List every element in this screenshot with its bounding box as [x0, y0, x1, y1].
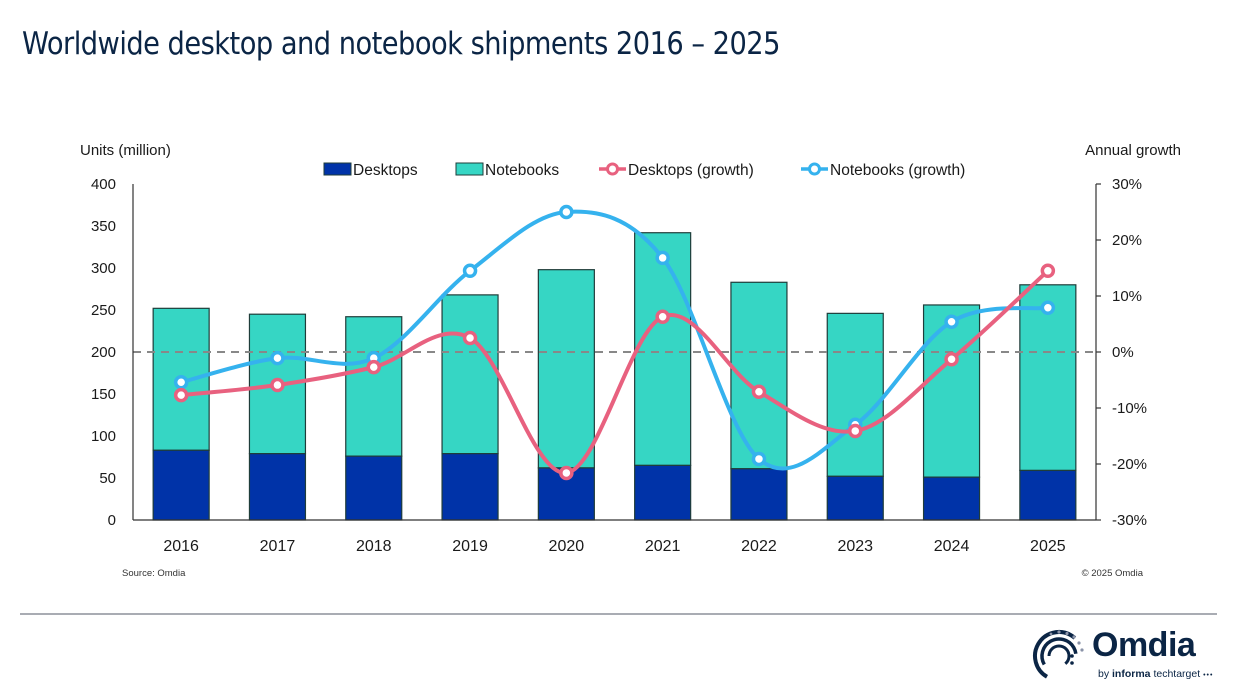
logo-tagline-techtarget: techtarget: [1150, 668, 1201, 680]
bar-desktops-2025: [1019, 469, 1077, 521]
x-tick-2017: 2017: [260, 538, 296, 555]
bar-desktops-2022: [730, 468, 788, 521]
point-desktops-growth-2018: [366, 359, 381, 375]
chart: Units (million) Annual growth Desktops N…: [80, 142, 1181, 579]
legend-label-desktops-growth: Desktops (growth): [628, 162, 754, 179]
logo-tagline-dots: •••: [1203, 672, 1214, 679]
x-axis-labels: 2016 2017 2018 2019 2020 2021 2022 2023 2024 2025: [163, 538, 1065, 555]
point-notebooks-growth-2022: [751, 451, 767, 467]
bar-notebooks-2023: [826, 312, 884, 477]
bar-group: [152, 232, 1077, 521]
y-tick-left-300: 300: [91, 260, 116, 277]
bar-notebooks-2020: [537, 269, 595, 469]
x-tick-2023: 2023: [837, 538, 873, 555]
y-tick-right--30: -30%: [1112, 512, 1147, 529]
bar-desktops-2018: [345, 455, 403, 521]
y-axis-right-title: Annual growth: [1085, 142, 1181, 159]
point-desktops-growth-2023: [848, 423, 863, 439]
y-tick-right-0: 0%: [1112, 344, 1134, 361]
legend-label-notebooks: Notebooks: [485, 162, 559, 179]
y-tick-right-30: 30%: [1112, 176, 1142, 193]
point-desktops-growth-2016: [173, 387, 189, 403]
x-tick-2024: 2024: [934, 538, 970, 555]
bar-notebooks-2024: [922, 304, 981, 478]
y-tick-left-50: 50: [99, 470, 116, 487]
bar-notebooks-2022: [730, 281, 788, 470]
copyright-note: © 2025 Omdia: [1082, 568, 1144, 579]
point-desktops-growth-2024: [944, 352, 959, 367]
bar-desktops-2016: [152, 449, 210, 521]
legend-label-notebooks-growth: Notebooks (growth): [830, 162, 965, 179]
point-notebooks-growth-2020: [559, 204, 574, 220]
y-tick-right-10: 10%: [1112, 288, 1142, 305]
bar-desktops-2023: [826, 475, 884, 521]
legend-dot-desktops-growth: [606, 162, 619, 176]
legend-label-desktops: Desktops: [353, 162, 418, 179]
legend: Desktops Notebooks Desktops (growth) Not…: [323, 162, 965, 179]
bar-desktops-2017: [248, 453, 307, 521]
axes: 0 50 100 150 200 250 300 350 400 -30% -20% -10% 0% 10…: [91, 176, 1147, 529]
bar-notebooks-2025: [1019, 284, 1077, 472]
x-tick-2021: 2021: [645, 538, 681, 555]
bar-desktops-2024: [922, 476, 981, 521]
point-desktops-growth-2021: [655, 309, 670, 324]
y-tick-right-20: 20%: [1112, 232, 1142, 249]
omdia-logo-tagline: by informa techtarget •••: [1098, 668, 1213, 680]
point-desktops-growth-2022: [751, 384, 767, 400]
footer-divider: [20, 613, 1217, 615]
y-tick-left-0: 0: [108, 512, 116, 529]
logo-tagline-prefix: by: [1098, 668, 1113, 680]
y-axis-left-title: Units (million): [80, 142, 171, 159]
omdia-logo-wordmark: Omdia: [1092, 626, 1196, 664]
point-desktops-growth-2020: [559, 465, 574, 481]
point-notebooks-growth-2017: [270, 350, 285, 366]
point-notebooks-growth-2021: [655, 250, 670, 266]
y-tick-left-150: 150: [91, 386, 116, 403]
bar-notebooks-2019: [441, 294, 499, 455]
line-notebooks-growth: [179, 209, 1050, 471]
x-tick-2022: 2022: [741, 538, 777, 555]
point-notebooks-growth-2016: [173, 374, 189, 390]
point-desktops-growth-2019: [462, 330, 478, 346]
y-tick-right--10: -10%: [1112, 400, 1147, 417]
omdia-logo-mark-icon: [1033, 630, 1085, 682]
chart-title: Worldwide desktop and notebook shipments…: [22, 26, 780, 62]
growth-lines: [173, 204, 1056, 481]
bar-notebooks-2021: [634, 232, 692, 466]
legend-marker-desktops-growth: [599, 162, 626, 176]
x-tick-2016: 2016: [163, 538, 199, 555]
point-notebooks-growth-2019: [462, 263, 478, 279]
legend-swatch-notebooks: [455, 162, 484, 176]
y-tick-left-200: 200: [91, 344, 116, 361]
point-desktops-growth-2017: [270, 377, 285, 393]
y-tick-left-350: 350: [91, 218, 116, 235]
x-tick-2019: 2019: [452, 538, 488, 555]
omdia-logo: Omdia by informa techtarget •••: [1032, 626, 1222, 684]
y-tick-left-400: 400: [91, 176, 116, 193]
x-tick-2025: 2025: [1030, 538, 1066, 555]
point-notebooks-growth-2024: [944, 314, 959, 330]
bar-desktops-2021: [634, 464, 692, 521]
bar-desktops-2019: [441, 453, 499, 521]
line-desktops-growth: [179, 268, 1050, 475]
logo-tagline-informa: informa: [1112, 668, 1151, 680]
bar-notebooks-2018: [345, 316, 403, 457]
y-tick-right--20: -20%: [1112, 456, 1147, 473]
legend-marker-notebooks-growth: [801, 162, 828, 176]
source-note: Source: Omdia: [122, 568, 186, 579]
legend-swatch-desktops: [323, 162, 352, 176]
x-tick-2020: 2020: [549, 538, 585, 555]
point-desktops-growth-2025: [1040, 263, 1056, 279]
y-tick-left-100: 100: [91, 428, 116, 445]
point-notebooks-growth-2025: [1040, 300, 1056, 316]
y-tick-left-250: 250: [91, 302, 116, 319]
x-tick-2018: 2018: [356, 538, 392, 555]
legend-dot-notebooks-growth: [808, 162, 821, 176]
